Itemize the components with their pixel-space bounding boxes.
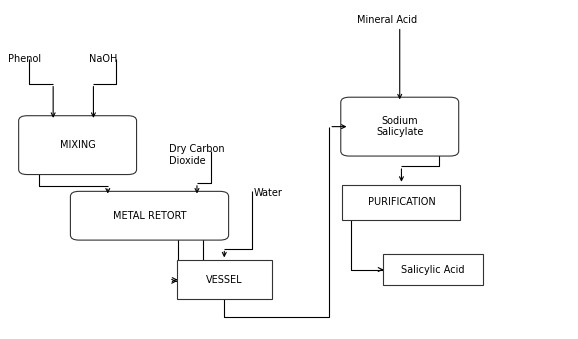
Text: Water: Water [253,188,282,198]
Text: METAL RETORT: METAL RETORT [113,211,186,221]
FancyBboxPatch shape [383,254,483,285]
Text: VESSEL: VESSEL [206,275,243,285]
FancyBboxPatch shape [343,185,461,220]
Text: MIXING: MIXING [60,140,95,150]
FancyBboxPatch shape [341,97,459,156]
Text: NaOH: NaOH [89,54,117,63]
Text: Sodium
Salicylate: Sodium Salicylate [376,116,424,137]
Text: PURIFICATION: PURIFICATION [368,197,435,207]
Text: Phenol: Phenol [8,54,42,63]
Text: Dry Carbon
Dioxide: Dry Carbon Dioxide [169,144,225,166]
Text: Mineral Acid: Mineral Acid [357,15,417,25]
Text: Salicylic Acid: Salicylic Acid [401,264,465,275]
FancyBboxPatch shape [18,116,136,175]
FancyBboxPatch shape [71,191,229,240]
FancyBboxPatch shape [177,260,272,299]
